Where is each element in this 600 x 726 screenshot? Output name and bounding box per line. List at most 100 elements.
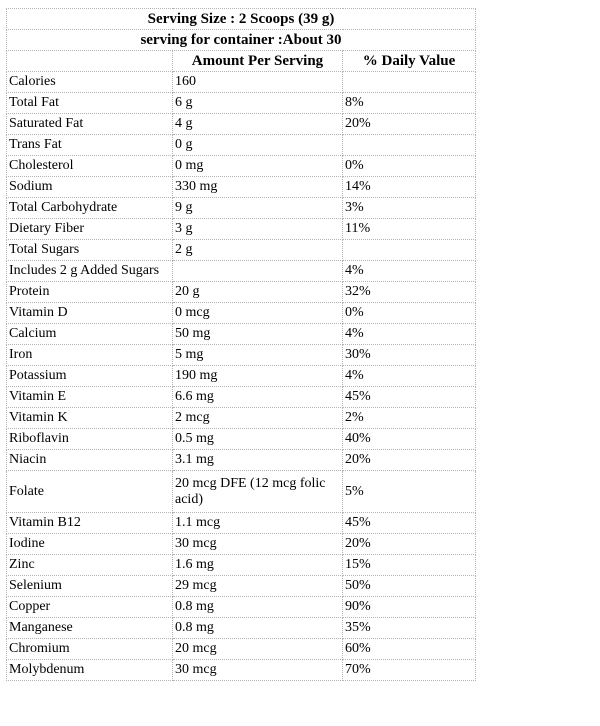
- nutrient-column-header: [6, 50, 173, 72]
- nutrient-row: Calcium 50 mg 4%: [6, 323, 476, 345]
- nutrient-amount-cell: 160: [172, 71, 343, 93]
- nutrient-amount-cell: 0 g: [172, 134, 343, 156]
- nutrient-amount-cell: 20 g: [172, 281, 343, 303]
- nutrient-amount-cell: 0.5 mg: [172, 428, 343, 450]
- nutrient-row: Vitamin E 6.6 mg 45%: [6, 386, 476, 408]
- nutrient-name-cell: Dietary Fiber: [6, 218, 173, 240]
- nutrient-row: Niacin 3.1 mg 20%: [6, 449, 476, 471]
- nutrient-daily-value-cell: 11%: [342, 218, 476, 240]
- nutrient-name-cell: Includes 2 g Added Sugars: [6, 260, 173, 282]
- nutrient-amount-cell: 1.1 mcg: [172, 512, 343, 534]
- nutrient-name-cell: Potassium: [6, 365, 173, 387]
- nutrient-row: Protein 20 g 32%: [6, 281, 476, 303]
- nutrient-amount-cell: 0.8 mg: [172, 596, 343, 618]
- nutrient-name-cell: Vitamin K: [6, 407, 173, 429]
- nutrient-amount-cell: 20 mcg DFE (12 mcg folic acid): [172, 470, 343, 513]
- nutrient-row: Cholesterol 0 mg 0%: [6, 155, 476, 177]
- nutrient-daily-value-cell: 8%: [342, 92, 476, 114]
- nutrient-name-cell: Iron: [6, 344, 173, 366]
- nutrient-daily-value-cell: [342, 71, 476, 93]
- nutrient-amount-cell: 0.8 mg: [172, 617, 343, 639]
- nutrient-row: Saturated Fat 4 g 20%: [6, 113, 476, 135]
- nutrient-amount-cell: 30 mcg: [172, 533, 343, 555]
- nutrient-row: Chromium 20 mcg 60%: [6, 638, 476, 660]
- nutrient-name-cell: Cholesterol: [6, 155, 173, 177]
- nutrient-daily-value-cell: 30%: [342, 344, 476, 366]
- amount-column-header: Amount Per Serving: [172, 50, 343, 72]
- nutrient-name-cell: Sodium: [6, 176, 173, 198]
- nutrient-amount-cell: 5 mg: [172, 344, 343, 366]
- nutrient-daily-value-cell: 4%: [342, 365, 476, 387]
- nutrient-daily-value-cell: 60%: [342, 638, 476, 660]
- nutrient-daily-value-cell: [342, 134, 476, 156]
- nutrient-row: Folate 20 mcg DFE (12 mcg folic acid) 5%: [6, 470, 476, 513]
- nutrient-daily-value-cell: 45%: [342, 386, 476, 408]
- nutrient-amount-cell: [172, 260, 343, 282]
- column-header-row: Amount Per Serving % Daily Value: [6, 50, 476, 72]
- nutrient-name-cell: Total Sugars: [6, 239, 173, 261]
- nutrient-amount-cell: 29 mcg: [172, 575, 343, 597]
- nutrient-daily-value-cell: 32%: [342, 281, 476, 303]
- nutrient-daily-value-cell: 70%: [342, 659, 476, 681]
- nutrient-name-cell: Iodine: [6, 533, 173, 555]
- nutrient-amount-cell: 9 g: [172, 197, 343, 219]
- nutrient-daily-value-cell: 2%: [342, 407, 476, 429]
- nutrient-row: Calories 160: [6, 71, 476, 93]
- nutrient-amount-cell: 0 mg: [172, 155, 343, 177]
- servings-per-container-label: serving for container :About 30: [6, 29, 476, 51]
- nutrient-row: Total Carbohydrate 9 g 3%: [6, 197, 476, 219]
- nutrient-name-cell: Folate: [6, 470, 173, 513]
- nutrient-row: Zinc 1.6 mg 15%: [6, 554, 476, 576]
- nutrient-daily-value-cell: 20%: [342, 449, 476, 471]
- nutrient-daily-value-cell: 90%: [342, 596, 476, 618]
- nutrient-amount-cell: 6.6 mg: [172, 386, 343, 408]
- nutrient-name-cell: Saturated Fat: [6, 113, 173, 135]
- nutrient-amount-cell: 30 mcg: [172, 659, 343, 681]
- nutrient-amount-cell: 190 mg: [172, 365, 343, 387]
- nutrient-row: Molybdenum 30 mcg 70%: [6, 659, 476, 681]
- nutrient-daily-value-cell: 15%: [342, 554, 476, 576]
- nutrient-amount-cell: 1.6 mg: [172, 554, 343, 576]
- nutrition-facts-panel: Serving Size : 2 Scoops (39 g) serving f…: [6, 8, 476, 681]
- nutrient-row: Iron 5 mg 30%: [6, 344, 476, 366]
- serving-size-label: Serving Size : 2 Scoops (39 g): [6, 8, 476, 30]
- nutrient-row: Vitamin B12 1.1 mcg 45%: [6, 512, 476, 534]
- nutrient-name-cell: Total Fat: [6, 92, 173, 114]
- nutrient-row: Iodine 30 mcg 20%: [6, 533, 476, 555]
- nutrient-daily-value-cell: [342, 239, 476, 261]
- nutrient-row: Trans Fat 0 g: [6, 134, 476, 156]
- nutrient-name-cell: Vitamin D: [6, 302, 173, 324]
- nutrient-daily-value-cell: 40%: [342, 428, 476, 450]
- nutrient-row: Manganese 0.8 mg 35%: [6, 617, 476, 639]
- serving-size-row: Serving Size : 2 Scoops (39 g): [6, 8, 476, 30]
- nutrient-daily-value-cell: 14%: [342, 176, 476, 198]
- nutrient-amount-cell: 6 g: [172, 92, 343, 114]
- nutrient-daily-value-cell: 20%: [342, 113, 476, 135]
- nutrient-name-cell: Niacin: [6, 449, 173, 471]
- nutrient-amount-cell: 20 mcg: [172, 638, 343, 660]
- nutrient-name-cell: Zinc: [6, 554, 173, 576]
- nutrient-amount-cell: 2 g: [172, 239, 343, 261]
- nutrient-row: Total Fat 6 g 8%: [6, 92, 476, 114]
- nutrient-daily-value-cell: 45%: [342, 512, 476, 534]
- nutrient-name-cell: Calcium: [6, 323, 173, 345]
- nutrient-row: Dietary Fiber 3 g 11%: [6, 218, 476, 240]
- nutrient-name-cell: Selenium: [6, 575, 173, 597]
- nutrient-name-cell: Vitamin E: [6, 386, 173, 408]
- nutrient-amount-cell: 50 mg: [172, 323, 343, 345]
- nutrient-row: Copper 0.8 mg 90%: [6, 596, 476, 618]
- daily-value-column-header: % Daily Value: [342, 50, 476, 72]
- nutrient-amount-cell: 4 g: [172, 113, 343, 135]
- nutrient-amount-cell: 0 mcg: [172, 302, 343, 324]
- nutrient-daily-value-cell: 20%: [342, 533, 476, 555]
- nutrient-name-cell: Trans Fat: [6, 134, 173, 156]
- nutrient-row: Total Sugars 2 g: [6, 239, 476, 261]
- nutrient-amount-cell: 2 mcg: [172, 407, 343, 429]
- nutrient-daily-value-cell: 0%: [342, 155, 476, 177]
- nutrient-daily-value-cell: 4%: [342, 260, 476, 282]
- nutrient-name-cell: Molybdenum: [6, 659, 173, 681]
- nutrition-table: Serving Size : 2 Scoops (39 g) serving f…: [6, 8, 476, 681]
- nutrient-amount-cell: 3 g: [172, 218, 343, 240]
